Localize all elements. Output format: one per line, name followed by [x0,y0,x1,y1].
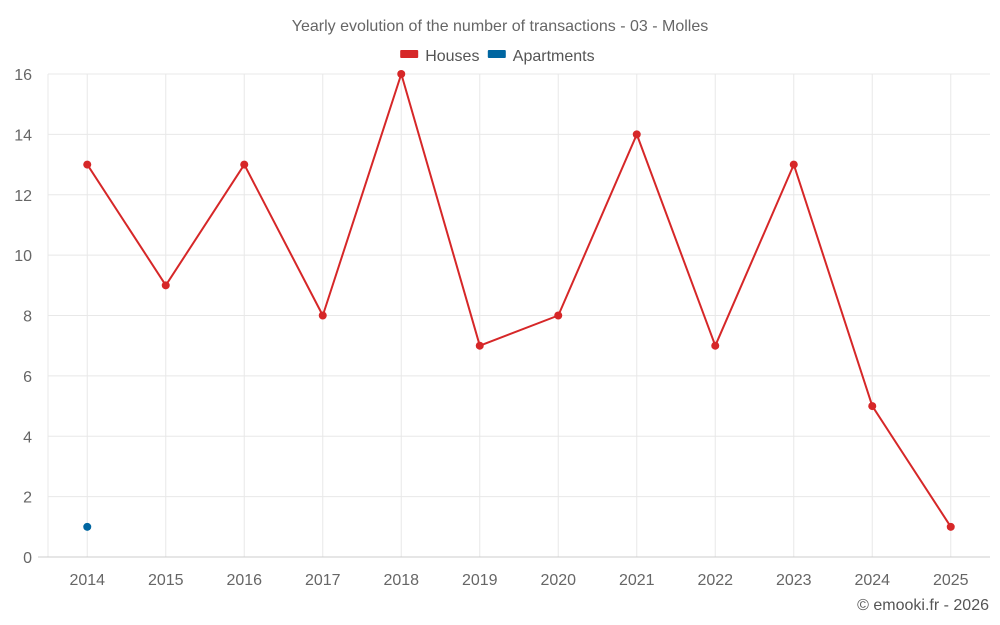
data-point [711,341,720,350]
x-tick-label: 2020 [540,572,576,589]
legend-item-houses: Houses [400,48,479,65]
y-tick-label: 14 [14,127,32,144]
series-houses [83,70,955,531]
legend: Houses Apartments [400,48,595,65]
x-tick-label: 2019 [462,572,498,589]
y-tick-label: 4 [23,429,32,446]
data-point [632,130,641,139]
data-point [240,160,249,169]
x-tick-label: 2025 [933,572,969,589]
legend-swatch [487,50,506,58]
legend-label: Apartments [513,48,595,65]
x-tick-label: 2023 [776,572,812,589]
x-tick-label: 2016 [226,572,262,589]
x-tick-label: 2018 [383,572,419,589]
legend-label: Houses [425,48,479,65]
y-tick-label: 2 [23,490,32,507]
data-point [789,160,798,169]
y-tick-label: 0 [23,550,32,567]
data-point [868,402,877,411]
series-layer [83,70,955,531]
data-point [83,522,92,531]
legend-item-apartments: Apartments [487,48,595,65]
data-point [475,341,484,350]
y-tick-label: 6 [23,369,32,386]
axes: 0 2 4 6 8 10 12 14 16 2014 2015 2016 2017 2018 2019 202… [14,67,990,589]
data-point [554,311,563,320]
x-tick-label: 2017 [305,572,341,589]
x-tick-label: 2014 [69,572,105,589]
y-tick-label: 10 [14,248,32,265]
x-tick-label: 2022 [697,572,733,589]
data-point [946,522,955,531]
data-point [161,281,170,290]
data-point [83,160,92,169]
x-tick-label: 2015 [148,572,184,589]
y-tick-label: 8 [23,309,32,326]
data-point [397,70,406,78]
credit-text: © emooki.fr - 2026 [857,597,989,614]
y-tick-label: 16 [14,67,32,84]
grid [47,73,990,557]
series-apartments [83,522,92,531]
x-tick-label: 2021 [619,572,655,589]
chart-title: Yearly evolution of the number of transa… [292,18,709,35]
y-tick-label: 12 [14,188,32,205]
series-line [86,73,952,528]
data-point [318,311,327,320]
x-tick-label: 2024 [854,572,890,589]
legend-swatch [400,50,419,58]
